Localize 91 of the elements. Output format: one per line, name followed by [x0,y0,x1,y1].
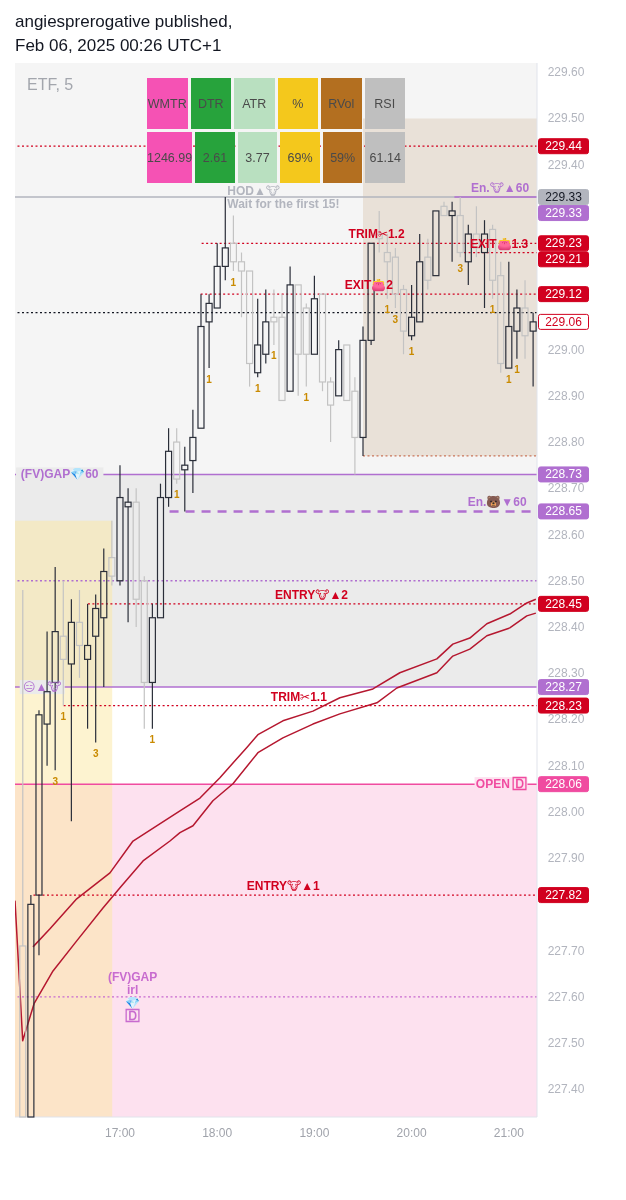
candlestick [83,603,92,730]
category-label: DTR [190,78,231,129]
data-label: 228.65 [545,504,583,519]
annotation: 1 [303,392,310,404]
y-tick-label: 228.20 [547,712,585,727]
y-tick-label: 229.50 [547,111,585,126]
y-tick-label: 228.70 [547,481,585,496]
annotation: ENTRY🐮▲1 [246,879,321,894]
y-tick-label: 228.50 [547,573,585,588]
data-label: 229.21 [545,252,583,267]
y-tick-label: 229.60 [547,65,585,80]
data-label: 229.23 [545,236,583,251]
ref-line-label: 229.44 [545,139,583,154]
x-tick-label: 20:00 [396,1126,427,1140]
x-tick-label: 21:00 [493,1126,525,1140]
ref-line-label: 229.33 [545,190,583,205]
candlestick [181,446,189,513]
x-tick-label: 17:00 [104,1126,136,1140]
annotation: 1 [506,373,513,385]
y-tick-label: 228.10 [547,758,585,773]
data-label: 61.14 [365,132,405,183]
annotation: 1 [408,345,415,357]
annotation: 3 [457,262,464,274]
annotation: (FV)GAP irl 💎 🄳 [107,970,158,1024]
y-tick-label: 228.30 [547,666,585,681]
annotation: 1 [173,489,180,501]
x-tick-label: 19:00 [299,1126,330,1140]
annotation: En.🐮▲60 [471,181,530,196]
annotation: 3 [392,313,399,325]
data-label: 228.45 [545,596,583,611]
y-tick-label: 227.60 [547,989,585,1004]
y-tick-label: 228.80 [547,435,585,450]
candlestick [67,598,75,822]
candlestick [529,312,537,388]
annotation: 3 [92,748,99,760]
data-label: 227.82 [545,888,583,903]
annotation: HOD▲🐮 Wait for the first 15! [227,183,340,211]
candlestick [521,279,529,360]
y-tick-label: 227.50 [547,1036,585,1051]
data-label: 1246.99 [147,132,193,183]
y-tick-label: 229.00 [547,342,585,357]
category-label: ATR [234,78,275,129]
y-tick-label: 228.00 [547,804,585,819]
annotation: 1 [60,711,67,723]
annotation: 1 [271,350,278,362]
data-label: 2.61 [195,132,235,183]
ref-line-label: 228.27 [545,680,583,695]
line-series [15,612,537,1042]
ref-line-label: 228.06 [545,777,583,792]
annotation: ENTRY🐮▲2 [274,587,349,602]
annotation: 1 [149,734,156,746]
candlestick [448,201,456,263]
data-label: 228.23 [545,698,583,713]
candlestick [108,520,116,586]
annotation: TRIM✂1.2 [348,227,405,242]
y-tick-label: 227.70 [547,943,585,958]
candlestick [59,580,67,707]
annotation: 3 [52,775,59,787]
category-label: RSI [364,78,405,129]
y-tick-label: 228.60 [547,527,585,542]
annotation: 1 [384,304,391,316]
data-label: 59% [322,132,363,183]
annotation: (FV)GAP💎60 [20,467,99,482]
category-label: % [277,78,318,129]
category-label: WMTR [147,78,188,129]
candlestick [189,409,197,494]
annotation: 1 [206,373,213,385]
data-label: 69% [280,132,320,183]
annotation: TRIM✂1.1 [270,689,328,704]
annotation: 1 [230,276,237,288]
data-label: 3.77 [237,132,278,183]
ref-line-label: 228.73 [545,467,583,482]
annotation: 1 [254,382,261,394]
data-label: 229.33 [545,206,583,221]
candlestick [75,589,84,679]
data-label: 229.12 [545,287,583,302]
y-tick-label: 227.90 [547,851,585,866]
y-tick-label: 229.40 [547,157,585,172]
y-tick-label: 228.90 [547,388,585,403]
x-tick-label: 18:00 [202,1126,233,1140]
chart-subtitle: Feb 06, 2025 00:26 UTC+1 [15,36,222,56]
annotation: En.🐻▼60 [467,494,527,510]
annotation: ETF, 5 [27,76,74,94]
chart-title: angiesprerogative published, [15,12,233,32]
annotation: 1 [514,364,521,376]
annotation: 229.06 [545,314,583,329]
annotation: OPEN 🄳 [475,776,528,792]
y-tick-label: 227.40 [547,1082,585,1097]
annotation: 1 [489,304,496,316]
y-tick-label: 228.40 [547,619,585,634]
category-label: RVol [321,78,362,129]
